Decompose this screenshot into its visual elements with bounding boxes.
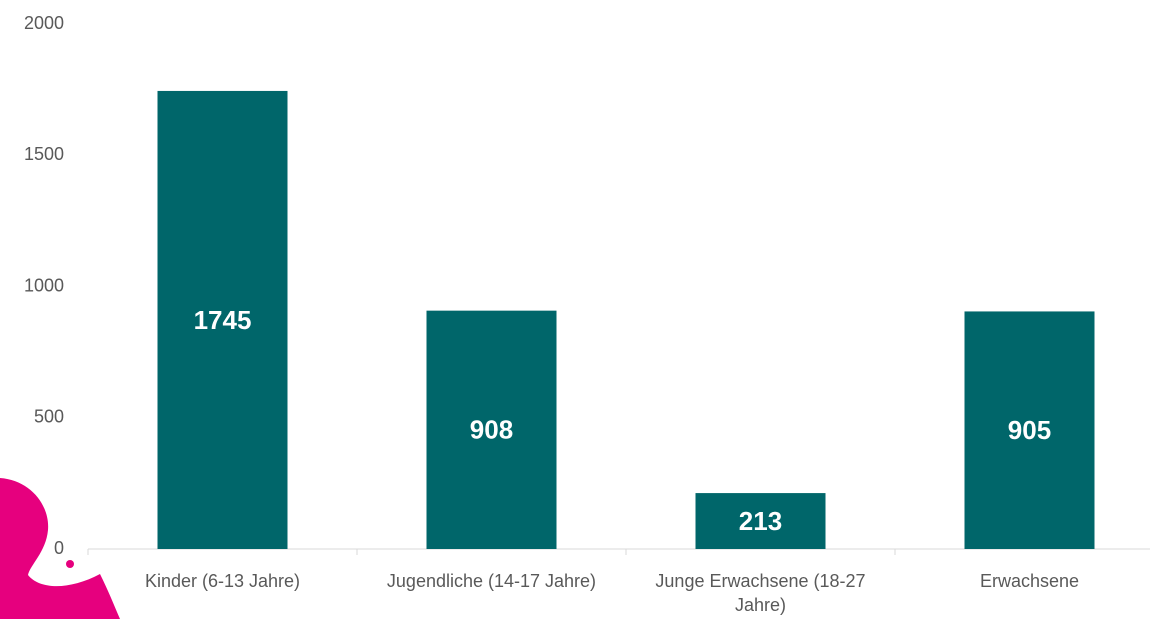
decoration [0, 478, 120, 619]
value-label: 905 [1008, 415, 1051, 445]
y-tick-label: 1500 [24, 144, 64, 164]
y-tick-label: 1000 [24, 275, 64, 295]
x-tick-label: Junge Erwachsene (18-27 Jahre) [655, 571, 866, 615]
value-label: 213 [739, 506, 782, 536]
y-tick-label: 500 [34, 407, 64, 427]
bar [157, 90, 288, 549]
value-label: 1745 [194, 305, 252, 335]
bar [964, 311, 1095, 549]
value-label: 908 [470, 415, 513, 445]
x-tick-label: Jugendliche (14-17 Jahre) [386, 571, 597, 591]
y-tick-label: 2000 [24, 13, 64, 33]
x-tick-label: Erwachsene [979, 571, 1080, 591]
x-tick-label: Kinder (6-13 Jahre) [144, 571, 301, 591]
y-tick-label: 0 [54, 538, 64, 558]
decoration-dot [66, 560, 74, 568]
bar [426, 310, 557, 549]
bar [695, 493, 826, 549]
